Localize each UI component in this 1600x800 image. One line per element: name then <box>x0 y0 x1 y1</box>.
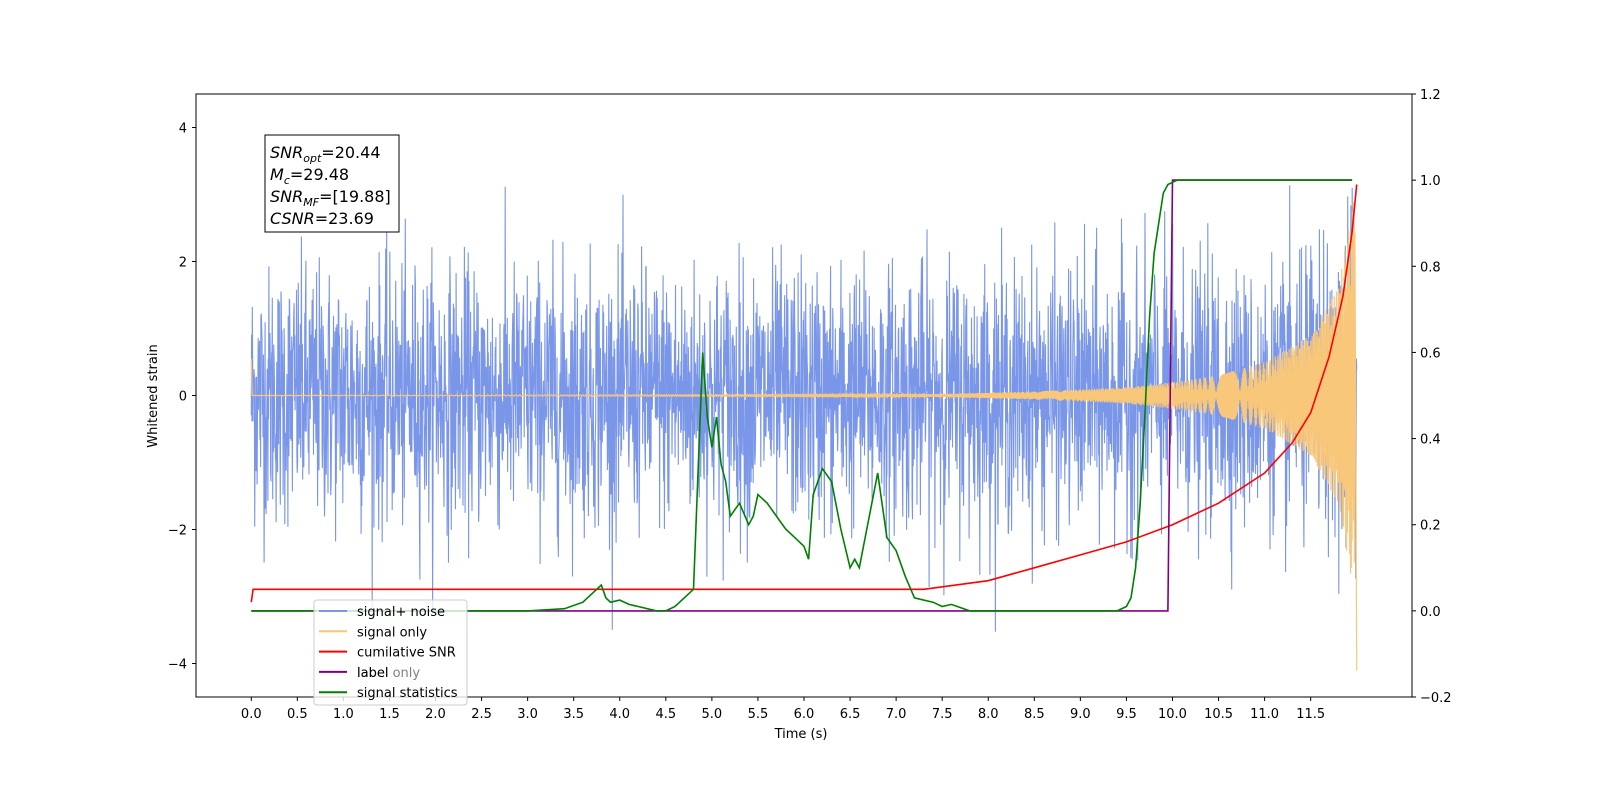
y2-tick-label: 0.8 <box>1420 260 1441 275</box>
x-tick-label: 1.5 <box>379 707 400 722</box>
x-tick-label: 9.5 <box>1116 707 1137 722</box>
x-axis: 0.0 0.5 1.0 1.5 2.0 2.5 3.0 3.5 4.0 4.5 5.0 5.5 6.0 6… <box>241 697 1325 722</box>
x-tick-label: 3.5 <box>563 707 584 722</box>
x-tick-label: 6.0 <box>794 707 815 722</box>
stat-line: SNRopt=20.44 <box>270 143 381 165</box>
stat-value: =[19.88] <box>319 187 391 206</box>
x-tick-label: 1.0 <box>333 707 354 722</box>
stat-subscript: c <box>284 174 290 187</box>
x-tick-label: 7.5 <box>932 707 953 722</box>
stat-symbol: CSNR <box>270 209 315 228</box>
series-signal-only-line <box>250 201 1358 671</box>
stat-value: =20.44 <box>321 143 380 162</box>
x-tick-label: 3.0 <box>517 707 538 722</box>
y2-tick-label: 0.6 <box>1420 346 1441 361</box>
stat-symbol: M <box>270 165 284 184</box>
legend-label: cumilative SNR <box>357 646 456 661</box>
stat-subscript: opt <box>303 152 322 165</box>
y2-tick-label: 1.2 <box>1420 88 1441 103</box>
stat-symbol: SNR <box>270 187 303 206</box>
y-tick-label: 4 <box>179 122 187 137</box>
x-tick-label: 4.5 <box>655 707 676 722</box>
x-tick-label: 10.0 <box>1158 707 1187 722</box>
x-tick-label: 11.0 <box>1250 707 1279 722</box>
x-tick-label: 2.0 <box>425 707 446 722</box>
y-tick-label: 0 <box>179 390 187 405</box>
x-tick-label: 0.0 <box>241 707 262 722</box>
x-tick-label: 10.5 <box>1204 707 1233 722</box>
stat-line: CSNR=23.69 <box>270 209 374 228</box>
y-tick-label: 2 <box>179 256 187 271</box>
y2-tick-label: 1.0 <box>1420 174 1441 189</box>
x-tick-label: 4.0 <box>609 707 630 722</box>
stat-subscript: MF <box>303 196 319 209</box>
x-tick-label: 2.5 <box>471 707 492 722</box>
x-tick-label: 6.5 <box>840 707 861 722</box>
y-tick-label: −4 <box>168 658 187 673</box>
stats-box-frame <box>264 134 400 233</box>
stats-annotation-box: SNRopt=20.44Mc=29.48SNRMF=[19.88]CSNR=23… <box>264 134 400 233</box>
x-tick-label: 5.0 <box>702 707 723 722</box>
x-tick-label: 0.5 <box>287 707 308 722</box>
stat-line: Mc=29.48 <box>270 165 349 187</box>
y2-tick-label: 0.0 <box>1420 605 1441 620</box>
x-tick-label: 5.5 <box>748 707 769 722</box>
stat-value: =23.69 <box>315 209 374 228</box>
legend: label only signal+ noise signal only cumila… <box>313 599 468 706</box>
series-signal-noise-line <box>250 185 1358 632</box>
y-axis-label: Whitened strain <box>146 344 161 447</box>
legend-label: signal statistics <box>357 686 458 701</box>
y-axis-right: 1.2 1.0 0.8 0.6 0.4 0.2 0.0 −0.2 <box>1412 88 1452 706</box>
plot-area <box>250 179 1358 671</box>
x-tick-label: 7.0 <box>886 707 907 722</box>
legend-label: label <box>357 666 388 681</box>
series-signal-statistics-line <box>251 179 1353 612</box>
y-axis-left: 4 2 0 −2 −4 <box>168 122 196 673</box>
legend-ghost-text: label only <box>357 666 420 681</box>
x-tick-label: 8.0 <box>978 707 999 722</box>
x-tick-label: 9.0 <box>1070 707 1091 722</box>
legend-frame <box>313 599 468 706</box>
y2-tick-label: −0.2 <box>1420 691 1452 706</box>
x-tick-label: 8.5 <box>1024 707 1045 722</box>
y-tick-label: −2 <box>168 524 187 539</box>
stat-line: SNRMF=[19.88] <box>270 187 391 209</box>
y2-tick-label: 0.2 <box>1420 519 1441 534</box>
legend-label: signal only <box>357 625 427 640</box>
stat-symbol: SNR <box>270 143 303 162</box>
series-cumilative-snr-line <box>250 184 1358 603</box>
legend-label: signal+ noise <box>357 605 445 620</box>
x-tick-label: 11.5 <box>1296 707 1325 722</box>
stat-value: =29.48 <box>290 165 349 184</box>
y2-tick-label: 0.4 <box>1420 433 1441 448</box>
x-axis-label: Time (s) <box>774 727 828 742</box>
